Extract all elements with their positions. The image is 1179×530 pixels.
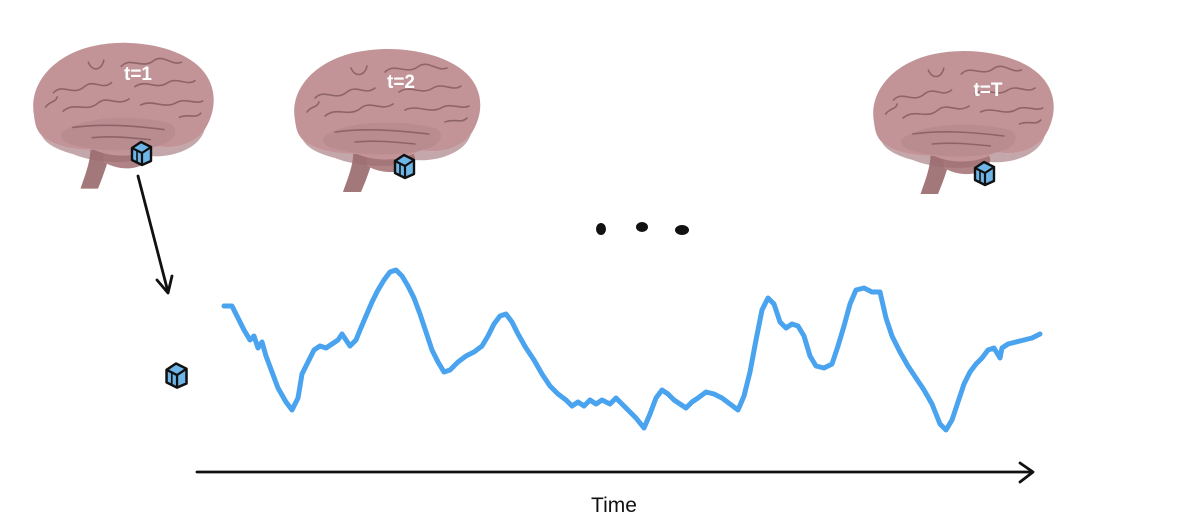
brain-icon <box>872 50 1055 195</box>
time-axis-arrow <box>195 461 1035 484</box>
voxel-to-signal-arrow <box>136 174 174 295</box>
brain-t2: t=2 <box>293 48 482 193</box>
brain-t1: t=1 <box>32 41 215 190</box>
voxel-cube-icon <box>165 362 188 389</box>
voxel-cube-icon <box>393 153 416 180</box>
brain-label-t1: t=1 <box>124 64 152 85</box>
brain-label-t2: t=2 <box>387 72 415 93</box>
voxel-cube-icon <box>973 160 996 187</box>
brain-label-tT: t=T <box>973 80 1002 101</box>
time-axis-label: Time <box>591 494 637 517</box>
brain-icon <box>293 48 482 193</box>
brain-tT: t=T <box>872 50 1055 195</box>
voxel-cube-icon <box>130 140 153 167</box>
signal-timeseries-line <box>221 267 1043 433</box>
ellipsis-dots-icon <box>596 222 689 235</box>
